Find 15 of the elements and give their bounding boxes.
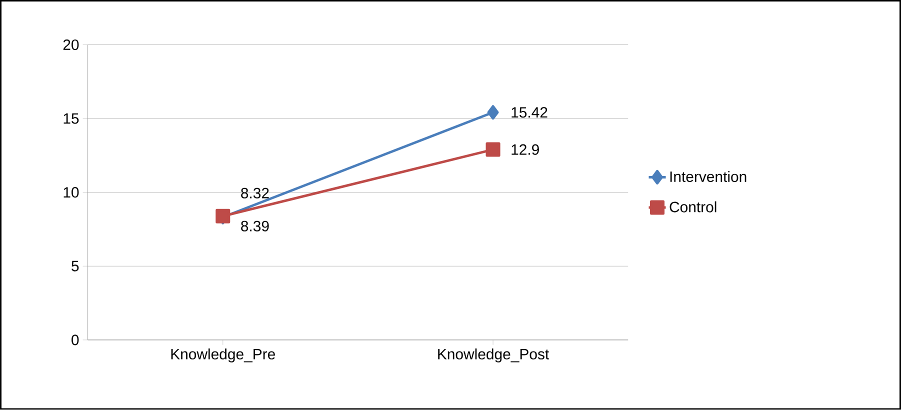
data-label: 8.39: [241, 220, 269, 232]
data-label: 8.32: [241, 188, 269, 199]
point: [487, 105, 499, 120]
legend-label: Intervention: [670, 171, 746, 182]
x-tick-label: Knowledge_Post: [438, 348, 550, 363]
x-tick-label: Knowledge_Pre: [171, 348, 275, 363]
legend-label: Control: [670, 201, 716, 212]
y-tick-label: 5: [72, 261, 79, 272]
y-tick-label: 10: [64, 187, 79, 198]
y-tick-label: 15: [64, 113, 79, 124]
y-tick-label: 20: [63, 40, 79, 50]
point: [486, 142, 500, 157]
y-tick-label: 0: [72, 334, 79, 346]
data-label: 12.9: [512, 144, 539, 155]
data-label: 15.42: [512, 107, 548, 118]
